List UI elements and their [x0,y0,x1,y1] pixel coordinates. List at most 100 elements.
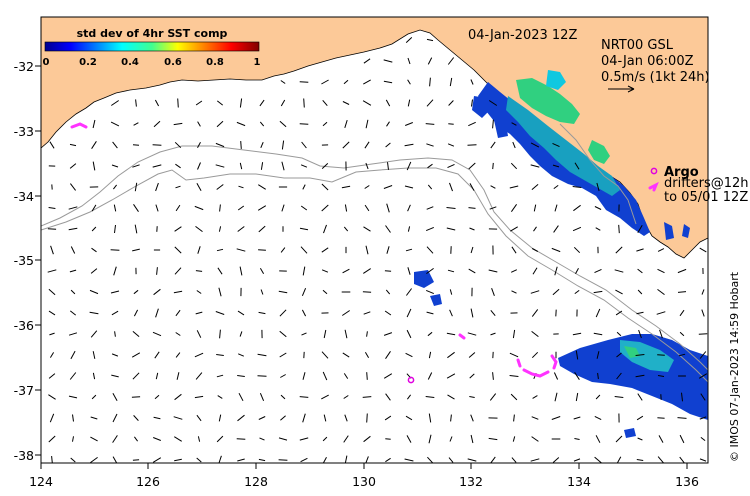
current-vector [174,436,182,442]
current-vector [449,436,453,442]
current-vector [111,164,119,168]
current-vector [196,182,202,192]
plot-frame [40,16,709,464]
current-vector [385,99,391,107]
current-vector [154,394,160,400]
current-vector [173,416,183,420]
current-vector [239,98,243,108]
current-vector [236,248,246,252]
current-vector [343,373,349,379]
current-vector [194,205,204,211]
current-vector [259,121,265,127]
current-vector [636,415,644,421]
current-vector [595,435,601,443]
current-vector [134,182,138,192]
current-vector [426,143,434,147]
current-vector [152,331,162,337]
current-vector [678,353,686,357]
current-vector [111,353,119,357]
current-vector [300,205,308,211]
current-vector [133,122,139,126]
current-vector [615,310,623,316]
current-vector [112,413,118,423]
drifter-track [458,333,466,340]
current-vector [405,37,413,43]
current-vector [174,246,182,254]
drifters-label: drifters@12h [664,176,749,191]
current-vector [470,414,474,422]
current-vector [512,436,516,442]
current-vector [616,352,622,358]
current-vector [342,268,350,274]
current-vector [699,416,707,420]
current-vector [383,373,393,379]
current-vector [596,182,600,192]
current-vector [551,416,561,420]
current-vector [299,437,309,441]
current-vector [447,163,455,169]
current-vector [575,392,579,402]
current-vector [406,308,412,318]
current-vector [509,185,519,189]
current-vector [449,309,453,317]
x-axis-labels: 124 126 128 130 132 134 136 [29,474,699,489]
current-vector [616,372,622,380]
model-name: NRT00 GSL [601,38,674,53]
current-vector [240,141,242,149]
argo-float-marker [407,376,415,384]
current-vector [301,309,307,317]
y-tick-label: -38 [14,448,34,463]
current-vector [425,396,435,398]
current-vector [112,141,118,149]
current-vector [280,374,286,378]
current-vector [92,351,96,359]
current-vector [238,353,244,357]
current-vector [615,289,623,295]
current-vector [111,310,119,316]
current-vector [113,184,117,190]
current-vector [407,79,411,85]
current-vector [573,458,581,462]
current-vector [657,456,665,463]
current-vector [470,246,474,254]
current-vector [342,352,350,358]
current-vector [635,354,645,356]
current-vector [531,331,539,337]
current-vector [237,414,245,422]
current-vector [387,162,389,170]
current-vector [407,267,411,275]
current-vector [427,331,433,337]
current-vector [236,121,246,127]
current-vector [469,396,475,398]
current-vector [90,268,98,274]
current-vector [488,437,498,441]
current-vector [48,435,56,443]
current-vector [366,372,368,380]
current-vector [594,456,602,463]
current-vector [531,309,539,317]
current-vector [637,393,643,401]
current-vector [173,290,183,294]
current-vector [237,375,245,377]
current-vector [194,395,204,399]
current-vector [427,372,433,380]
current-vector [447,394,455,400]
x-tick-label: 136 [675,474,699,489]
current-vector [554,204,558,212]
current-vector [216,435,224,443]
current-vector [365,119,369,129]
current-vector [321,204,329,212]
current-vector [154,351,160,359]
current-vector [343,79,349,85]
current-vector [239,331,243,337]
current-vector [280,415,286,421]
current-vector [386,203,390,213]
current-vector [554,392,558,402]
current-vector [175,332,181,336]
current-vector [239,266,243,276]
x-tick-label: 132 [459,474,483,489]
current-vector [659,329,663,339]
current-vector [132,331,140,337]
colorbar: std dev of 4hr SST comp 0 0.2 0.4 0.6 0.… [43,27,261,68]
current-vector [575,350,579,360]
